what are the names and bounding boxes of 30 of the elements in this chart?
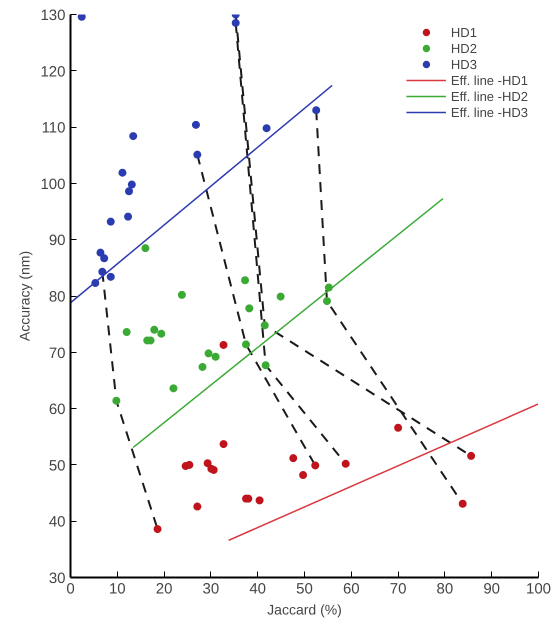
y-tick-label: 130 [40, 7, 66, 24]
y-tick-label: 80 [48, 288, 66, 306]
y-tick-label: 50 [48, 457, 66, 474]
x-tick-label: 20 [156, 580, 172, 598]
legend-label: Eff. line -HD2 [450, 88, 528, 104]
legend-label: HD3 [450, 56, 477, 72]
legend-label: Eff. line -HD3 [450, 104, 528, 120]
legend-label: HD1 [450, 24, 477, 40]
y-tick-label: 30 [48, 570, 66, 587]
x-tick-label: 0 [66, 580, 75, 598]
y-tick-label: 110 [42, 120, 66, 137]
x-axis-title: Jaccard (%) [267, 602, 342, 618]
x-tick-label: 30 [202, 580, 220, 598]
x-tick-label: 10 [108, 580, 126, 598]
x-tick-label: 40 [249, 580, 266, 598]
y-tick-label: 60 [48, 401, 66, 418]
x-tick-label: 80 [436, 580, 454, 598]
y-tick-label: 40 [48, 514, 66, 531]
legend-label: HD2 [450, 40, 477, 56]
y-tick-label: 100 [40, 176, 66, 193]
legend-label: Eff. line -HD1 [450, 72, 528, 88]
y-tick-label: 90 [48, 232, 66, 250]
x-tick-label: 100 [526, 580, 552, 598]
x-tick-label: 70 [390, 580, 406, 598]
y-axis-title: Accuracy (nm) [16, 250, 32, 342]
x-tick-label: 90 [483, 580, 500, 598]
x-tick-label: 60 [342, 580, 360, 598]
x-tick-label: 50 [296, 580, 313, 598]
y-tick-label: 70 [48, 344, 66, 362]
y-tick-label: 120 [40, 63, 66, 80]
